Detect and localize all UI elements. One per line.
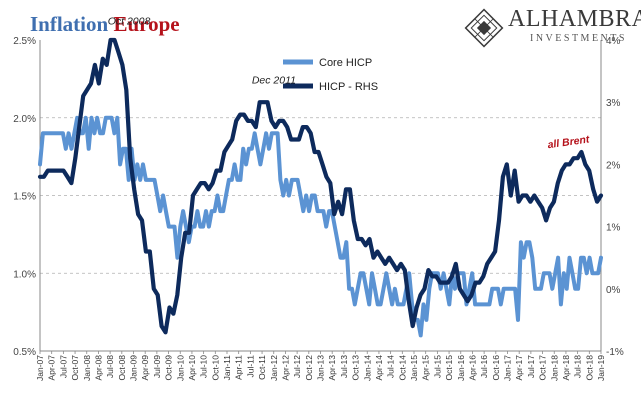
x-tick-label: Apr-10 xyxy=(187,355,197,381)
x-tick-label: Jan-11 xyxy=(222,355,232,381)
x-tick-label: Oct-13 xyxy=(351,355,361,381)
y-right-tick-label: 4% xyxy=(606,36,621,47)
x-tick-label: Apr-15 xyxy=(421,355,431,381)
x-tick-label: Oct-15 xyxy=(444,355,454,381)
x-tick-label: Oct-17 xyxy=(538,355,548,381)
x-tick-label: Oct-12 xyxy=(304,355,314,381)
x-tick-label: Oct-16 xyxy=(491,355,501,381)
x-tick-label: Apr-18 xyxy=(561,355,571,381)
x-tick-label: Jan-18 xyxy=(549,355,559,381)
x-tick-label: Jul-13 xyxy=(339,355,349,378)
x-tick-label: Jul-12 xyxy=(292,355,302,378)
x-tick-label: Jan-10 xyxy=(175,355,185,381)
x-tick-label: Oct-08 xyxy=(117,355,127,381)
annotation-label: all Brent xyxy=(547,133,591,151)
y-right-tick-label: 3% xyxy=(606,98,621,109)
y-left-tick-label: 0.5% xyxy=(13,347,36,358)
x-tick-label: Jul-11 xyxy=(245,355,255,378)
x-tick-label: Jul-08 xyxy=(105,355,115,378)
x-tick-label: Apr-13 xyxy=(327,355,337,381)
x-tick-label: Oct-11 xyxy=(257,355,267,380)
y-left-tick-label: 1.5% xyxy=(13,192,36,203)
y-left-tick-label: 1.0% xyxy=(13,269,36,280)
x-tick-label: Jan-07 xyxy=(35,355,45,381)
annotation-label: Dec 2011 xyxy=(252,75,296,87)
annotation-label: Oct 2008 xyxy=(108,15,151,27)
legend-label: HICP - RHS xyxy=(319,81,378,93)
y-right-tick-label: -1% xyxy=(606,347,624,358)
x-tick-label: Jan-17 xyxy=(503,355,513,381)
x-tick-label: Apr-12 xyxy=(280,355,290,381)
chart-title: Inflation Europe xyxy=(30,12,180,37)
y-left-tick-label: 2.0% xyxy=(13,114,36,125)
y-left-tick-label: 2.5% xyxy=(13,36,36,47)
x-tick-label: Apr-17 xyxy=(514,355,524,381)
x-tick-label: Jan-09 xyxy=(129,355,139,381)
x-tick-label: Apr-14 xyxy=(374,355,384,381)
y-right-tick-label: 2% xyxy=(606,160,621,171)
x-tick-label: Jul-07 xyxy=(58,355,68,378)
x-tick-label: Apr-09 xyxy=(140,355,150,381)
x-tick-label: Jul-17 xyxy=(526,355,536,378)
alhambra-logo: ALHAMBRA INVESTMENTS xyxy=(464,6,641,50)
chart-title-part2: Europe xyxy=(113,12,180,36)
x-tick-label: Jul-14 xyxy=(386,355,396,378)
x-tick-label: Jan-13 xyxy=(316,355,326,381)
x-tick-label: Jul-16 xyxy=(479,355,489,378)
x-tick-label: Jan-12 xyxy=(269,355,279,381)
x-tick-label: Jan-16 xyxy=(456,355,466,381)
x-tick-label: Oct-10 xyxy=(210,355,220,381)
x-tick-label: Oct-07 xyxy=(70,355,80,381)
chart-title-part1: Inflation xyxy=(30,12,109,36)
y-right-tick-label: 1% xyxy=(606,223,621,234)
x-tick-label: Jan-08 xyxy=(82,355,92,381)
x-tick-label: Jul-18 xyxy=(573,355,583,378)
series-core-hicp-line xyxy=(38,115,603,338)
x-tick-label: Jan-15 xyxy=(409,355,419,381)
diamond-logo-icon xyxy=(464,8,504,48)
x-tick-label: Apr-08 xyxy=(93,355,103,381)
logo-subtitle: INVESTMENTS xyxy=(530,33,627,44)
x-tick-label: Jul-15 xyxy=(432,355,442,378)
x-tick-label: Oct-18 xyxy=(584,355,594,381)
legend-label: Core HICP xyxy=(319,57,372,69)
series-hicp-line xyxy=(37,37,604,335)
logo-name: ALHAMBRA xyxy=(508,6,641,32)
x-tick-label: Apr-07 xyxy=(47,355,57,381)
x-tick-label: Oct-14 xyxy=(397,355,407,381)
x-tick-label: Apr-11 xyxy=(234,355,244,380)
x-tick-label: Jan-19 xyxy=(596,355,606,381)
y-right-tick-label: 0% xyxy=(606,285,621,296)
x-tick-label: Jul-10 xyxy=(199,355,209,378)
x-tick-label: Jul-09 xyxy=(152,355,162,378)
x-tick-label: Apr-16 xyxy=(467,355,477,381)
x-tick-label: Oct-09 xyxy=(164,355,174,381)
x-tick-label: Jan-14 xyxy=(362,355,372,381)
